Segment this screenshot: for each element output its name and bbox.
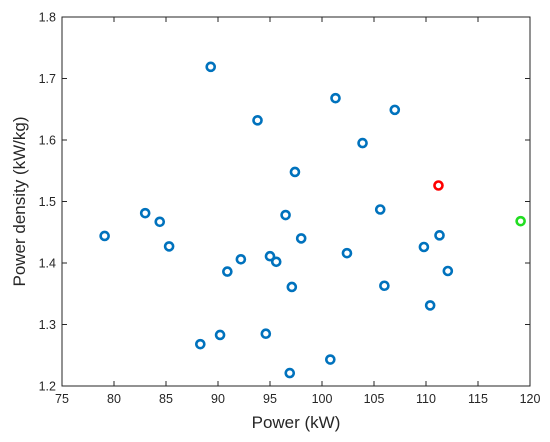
data-point [424, 300, 436, 311]
y-tick-label: 1.7 [39, 72, 56, 86]
y-axis-title: Power density (kW/kg) [10, 116, 29, 286]
data-point [295, 233, 307, 244]
data-point [214, 329, 226, 341]
x-tick-label: 75 [55, 392, 69, 406]
y-tick-label: 1.3 [39, 318, 56, 332]
data-point [99, 230, 110, 242]
y-tick-label: 1.2 [39, 380, 56, 394]
x-tick-label: 95 [263, 392, 277, 406]
data-point [205, 61, 217, 73]
x-tick-label: 90 [211, 392, 225, 406]
y-axis-ticks: 1.2 1.3 1.4 1.5 1.6 1.7 1.8 [39, 11, 530, 394]
plot-axes [61, 16, 531, 387]
data-point [434, 230, 445, 241]
data-point [195, 338, 206, 350]
x-tick-label: 105 [364, 392, 385, 406]
data-point [379, 280, 390, 292]
data-point [330, 92, 341, 104]
x-axis-title: Power (kW) [252, 413, 341, 432]
data-point [270, 256, 282, 268]
x-tick-label: 100 [312, 392, 333, 406]
y-tick-label: 1.6 [39, 134, 56, 148]
plot-frame [61, 16, 531, 387]
data-point [260, 328, 272, 340]
data-point [418, 241, 430, 253]
data-points [99, 61, 526, 379]
data-point [442, 265, 454, 277]
x-tick-label: 85 [159, 392, 173, 406]
data-point [280, 209, 291, 221]
data-point [515, 215, 526, 227]
data-point [341, 247, 353, 259]
data-point [325, 354, 336, 365]
data-point [154, 216, 166, 228]
data-point [433, 180, 444, 191]
data-point [139, 207, 151, 219]
data-point [374, 204, 386, 215]
data-point [357, 137, 368, 149]
data-point [235, 254, 247, 265]
data-point [264, 250, 276, 262]
data-point [389, 104, 401, 116]
data-point [163, 241, 175, 252]
x-tick-label: 80 [107, 392, 121, 406]
x-tick-label: 115 [468, 392, 488, 406]
x-axis-ticks: 75 80 85 90 95 100 105 110 115 120 [55, 17, 540, 406]
data-point [286, 281, 298, 293]
y-tick-label: 1.5 [39, 195, 56, 209]
y-tick-label: 1.4 [39, 257, 56, 271]
data-point [284, 367, 296, 379]
data-point [289, 166, 301, 178]
x-tick-label: 110 [416, 392, 436, 406]
data-point [252, 115, 263, 126]
data-point [222, 266, 233, 277]
x-tick-label: 120 [520, 392, 541, 406]
y-tick-label: 1.8 [39, 11, 56, 25]
